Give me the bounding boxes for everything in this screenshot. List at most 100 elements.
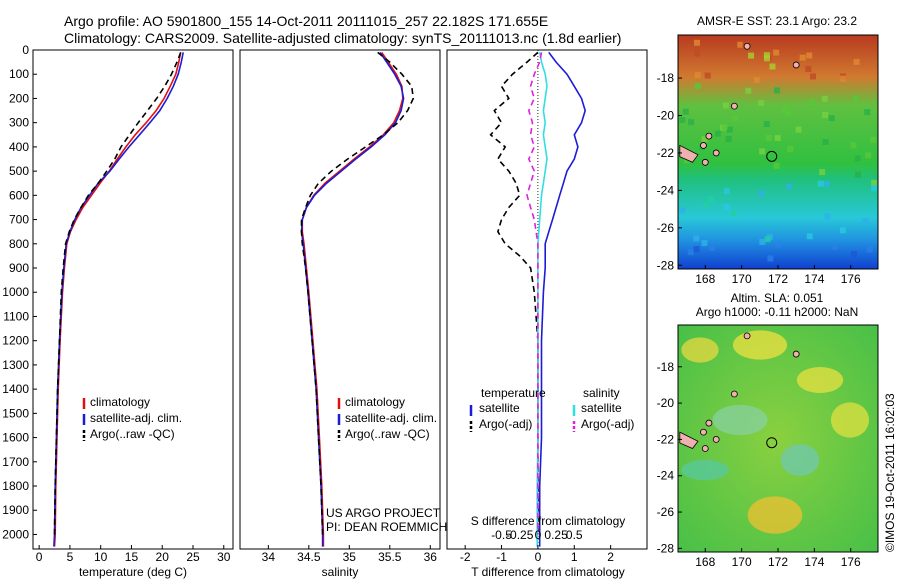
y-tick-label: 200 bbox=[9, 91, 29, 105]
depth-tick-labels: 0 100 200 300 400 500 600 700 800 900 1000 1100 1200… bbox=[2, 43, 37, 541]
lat-tick-label: -24 bbox=[657, 469, 675, 483]
y-tick-label: 300 bbox=[9, 116, 29, 130]
sst-map-panel: AMSR-E SST: 23.1 Argo: 23.2 -18 -20 -22 -24… bbox=[657, 14, 879, 286]
island bbox=[743, 332, 751, 340]
sst-pixel bbox=[864, 109, 871, 116]
sst-pixel bbox=[767, 255, 774, 262]
salinity-axis-label: salinity bbox=[322, 565, 359, 579]
salinity-legend: climatology satellite-adj. clim. Argo(..… bbox=[337, 395, 437, 441]
lon-tick-label: 168 bbox=[695, 555, 715, 569]
sst-pixel bbox=[723, 188, 730, 195]
x-tick-label: 1 bbox=[571, 550, 578, 564]
y-tick-label: 0 bbox=[22, 43, 29, 57]
sst-pixel bbox=[828, 115, 835, 122]
sst-pixel bbox=[688, 119, 695, 126]
lon-tick-label: 170 bbox=[732, 555, 752, 569]
lon-tick-label: 176 bbox=[841, 272, 861, 286]
island bbox=[730, 102, 738, 110]
sst-pixel bbox=[823, 180, 830, 187]
sst-pixel bbox=[763, 52, 770, 59]
sst-pixel bbox=[786, 183, 793, 190]
y-tick-label: 1300 bbox=[2, 358, 29, 372]
sst-pixel bbox=[679, 117, 686, 124]
island bbox=[792, 350, 800, 358]
sst-pixel bbox=[854, 155, 861, 162]
lon-tick-label: 168 bbox=[695, 272, 715, 286]
temperature-series bbox=[53, 52, 184, 547]
sst-pixel bbox=[726, 126, 733, 133]
island bbox=[712, 436, 720, 443]
x-tick-label: 0 bbox=[36, 550, 43, 564]
y-tick-label: 900 bbox=[9, 261, 29, 275]
y-tick-label: 2000 bbox=[2, 527, 29, 541]
sst-pixel bbox=[709, 244, 716, 251]
x-tick-label: 30 bbox=[217, 550, 231, 564]
lon-tick-label: 170 bbox=[732, 272, 752, 286]
sst-pixel bbox=[745, 87, 752, 94]
sst-pixel bbox=[764, 236, 771, 243]
salinity-plot-frame bbox=[239, 49, 441, 550]
sla-blob bbox=[747, 496, 803, 534]
sst-pixel bbox=[758, 99, 765, 106]
salinity-tick-labels: 34 34.5 35 35.5 36 bbox=[262, 545, 437, 564]
lat-tick-label: -20 bbox=[657, 396, 675, 410]
sst-pixel bbox=[870, 136, 877, 143]
sst-pixel bbox=[701, 136, 708, 143]
sst-pixel bbox=[694, 50, 701, 57]
sst-pixel bbox=[866, 246, 873, 253]
legend-label-argo: Argo(..raw -QC) bbox=[345, 427, 430, 441]
s-tick-label: 0.25 bbox=[544, 528, 568, 542]
copyright-stamp: ©IMOS 19-Oct-2011 16:02:03 bbox=[883, 393, 897, 552]
sla-map-panel: Altim. SLA: 0.051 Argo h1000: -0.11 h200… bbox=[657, 291, 879, 569]
x-tick-label: 0 bbox=[535, 550, 542, 564]
s-difference-tick-labels: -0.5-0.25 0 0.250.5 bbox=[491, 528, 583, 542]
series-line-2 bbox=[53, 52, 182, 535]
lon-tick-label: 174 bbox=[804, 555, 824, 569]
sst-pixel bbox=[817, 180, 824, 187]
sst-pixel bbox=[731, 115, 738, 122]
x-tick-label: 34.5 bbox=[297, 550, 321, 564]
sst-pixel bbox=[693, 39, 700, 46]
island bbox=[743, 42, 751, 50]
y-tick-label: 1900 bbox=[2, 503, 29, 517]
temperature-axis-label: temperature (deg C) bbox=[79, 565, 187, 579]
credit-line2: PI: DEAN ROEMMICH bbox=[326, 520, 447, 534]
s-tick-label: 0 bbox=[535, 528, 542, 542]
sla-blob bbox=[780, 444, 820, 476]
sla-blob bbox=[681, 337, 719, 363]
x-tick-label: 5 bbox=[67, 550, 74, 564]
y-tick-label: 500 bbox=[9, 164, 29, 178]
sst-pixel bbox=[722, 102, 729, 109]
s-tick-label: -0.5 bbox=[491, 528, 512, 542]
y-tick-label: 600 bbox=[9, 188, 29, 202]
x-tick-label: 34 bbox=[262, 550, 276, 564]
y-tick-label: 1500 bbox=[2, 406, 29, 420]
lat-tick-label: -22 bbox=[657, 432, 675, 446]
sst-pixel bbox=[708, 196, 715, 203]
sst-longitude-tick-labels: 168 170 172 174 176 bbox=[695, 265, 861, 286]
sst-pixel bbox=[704, 72, 711, 79]
sst-pixel bbox=[795, 126, 802, 133]
sst-pixel bbox=[821, 95, 828, 102]
salinity-panel: 34 34.5 35 35.5 36 salinity climatology sate… bbox=[239, 49, 447, 579]
sst-pixel bbox=[775, 241, 782, 248]
x-tick-label: 2 bbox=[607, 550, 614, 564]
sst-pixel bbox=[871, 185, 878, 192]
lat-tick-label: -18 bbox=[657, 71, 675, 85]
sst-pixel bbox=[850, 142, 857, 149]
sst-pixel bbox=[865, 152, 872, 159]
sst-pixel bbox=[773, 87, 780, 94]
sst-pixel bbox=[759, 238, 766, 245]
y-tick-label: 1800 bbox=[2, 479, 29, 493]
sst-pixel bbox=[850, 251, 857, 258]
sst-pixel bbox=[730, 209, 737, 216]
sst-pixel bbox=[809, 73, 816, 80]
sst-pixel bbox=[809, 99, 816, 106]
figure-title-line1: Argo profile: AO 5901800_155 14-Oct-2011… bbox=[64, 13, 548, 29]
sst-pixel bbox=[839, 227, 846, 234]
sst-pixel bbox=[773, 49, 780, 56]
sst-pixel bbox=[852, 95, 859, 102]
sst-pixel bbox=[702, 201, 709, 208]
sst-pixel bbox=[764, 55, 771, 62]
x-tick-label: 20 bbox=[156, 550, 170, 564]
